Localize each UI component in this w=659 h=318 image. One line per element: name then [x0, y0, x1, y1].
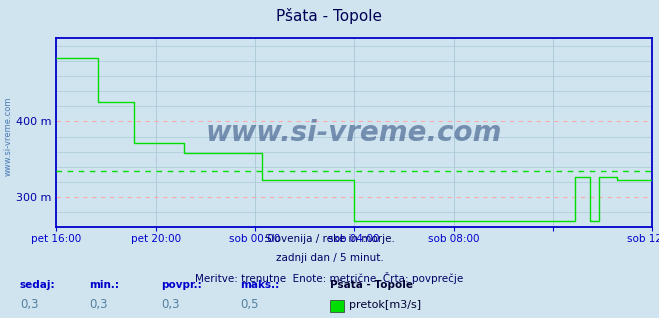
Text: Slovenija / reke in morje.: Slovenija / reke in morje.: [264, 234, 395, 244]
Text: 0,5: 0,5: [241, 299, 259, 311]
Text: 0,3: 0,3: [161, 299, 180, 311]
Text: pretok[m3/s]: pretok[m3/s]: [349, 300, 421, 310]
Text: 0,3: 0,3: [89, 299, 107, 311]
Text: maks.:: maks.:: [241, 280, 280, 290]
Text: zadnji dan / 5 minut.: zadnji dan / 5 minut.: [275, 253, 384, 263]
Text: povpr.:: povpr.:: [161, 280, 202, 290]
Text: www.si-vreme.com: www.si-vreme.com: [206, 119, 502, 147]
Text: sedaj:: sedaj:: [20, 280, 55, 290]
Text: Pšata - Topole: Pšata - Topole: [330, 279, 413, 290]
Text: Meritve: trenutne  Enote: metrične  Črta: povprečje: Meritve: trenutne Enote: metrične Črta: …: [195, 272, 464, 284]
Text: www.si-vreme.com: www.si-vreme.com: [3, 97, 13, 176]
Text: Pšata - Topole: Pšata - Topole: [277, 8, 382, 24]
Text: min.:: min.:: [89, 280, 119, 290]
Text: 0,3: 0,3: [20, 299, 38, 311]
